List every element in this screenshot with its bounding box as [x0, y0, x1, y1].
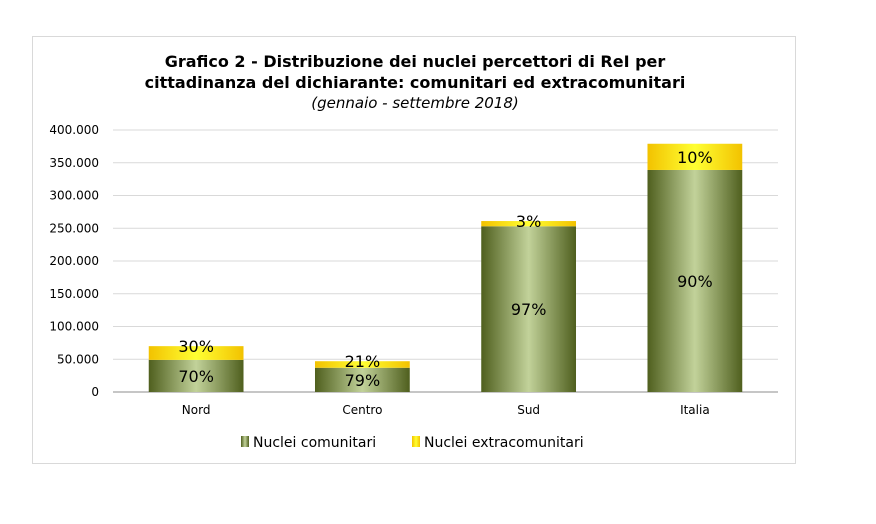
bar-italia-comunitari — [647, 169, 743, 392]
data-label: 79% — [345, 371, 381, 390]
y-tick-label: 300.000 — [49, 189, 99, 203]
bars-layer — [148, 143, 743, 392]
data-label: 70% — [178, 367, 214, 386]
legend-label-comunitari: Nuclei comunitari — [253, 435, 376, 451]
x-tick-label: Sud — [517, 403, 540, 417]
y-tick-label: 100.000 — [49, 320, 99, 334]
chart-subtitle: (gennaio - settembre 2018) — [311, 94, 518, 112]
y-tick-label: 50.000 — [57, 352, 99, 366]
data-label: 97% — [511, 300, 547, 319]
chart-title-line-1: Grafico 2 - Distribuzione dei nuclei per… — [165, 52, 666, 71]
bar-sud-extracomunitari — [481, 221, 577, 227]
bar-italia-extracomunitari — [647, 143, 743, 170]
chart-title-line-2: cittadinanza del dichiarante: comunitari… — [145, 73, 686, 92]
x-tick-label: Centro — [342, 403, 382, 417]
y-tick-label: 0 — [91, 385, 99, 399]
data-label: 90% — [677, 272, 713, 291]
data-label: 30% — [178, 337, 214, 356]
legend-label-extracomunitari: Nuclei extracomunitari — [424, 435, 584, 451]
bar-centro-comunitari — [314, 367, 410, 392]
data-label: 3% — [516, 212, 541, 231]
y-tick-label: 350.000 — [49, 156, 99, 170]
y-tick-label: 200.000 — [49, 254, 99, 268]
x-tick-label: Italia — [680, 403, 710, 417]
legend: Nuclei comunitari Nuclei extracomunitari — [241, 435, 584, 451]
y-axis-ticks: 0 50.000 100.000 150.000 200.000 250.000 300.0… — [49, 123, 99, 399]
x-axis-ticks: Nord Centro Sud Italia — [182, 403, 710, 417]
bar-nord-comunitari — [148, 359, 244, 392]
y-tick-label: 150.000 — [49, 287, 99, 301]
data-label: 10% — [677, 148, 713, 167]
data-label: 21% — [345, 352, 381, 371]
legend-swatch-comunitari — [241, 436, 249, 447]
y-tick-label: 400.000 — [49, 123, 99, 137]
x-tick-label: Nord — [182, 403, 211, 417]
bar-centro-extracomunitari — [314, 361, 410, 368]
legend-swatch-extracomunitari — [412, 436, 420, 447]
data-labels-layer: 70% 30% 79%21% 97% 3% 90% 10% — [178, 148, 712, 390]
bar-sud-comunitari — [481, 226, 577, 392]
y-tick-label: 250.000 — [49, 221, 99, 235]
chart-frame: Grafico 2 - Distribuzione dei nuclei per… — [32, 36, 796, 464]
chart-svg: Grafico 2 - Distribuzione dei nuclei per… — [49, 52, 778, 451]
bar-nord-extracomunitari — [148, 346, 244, 360]
